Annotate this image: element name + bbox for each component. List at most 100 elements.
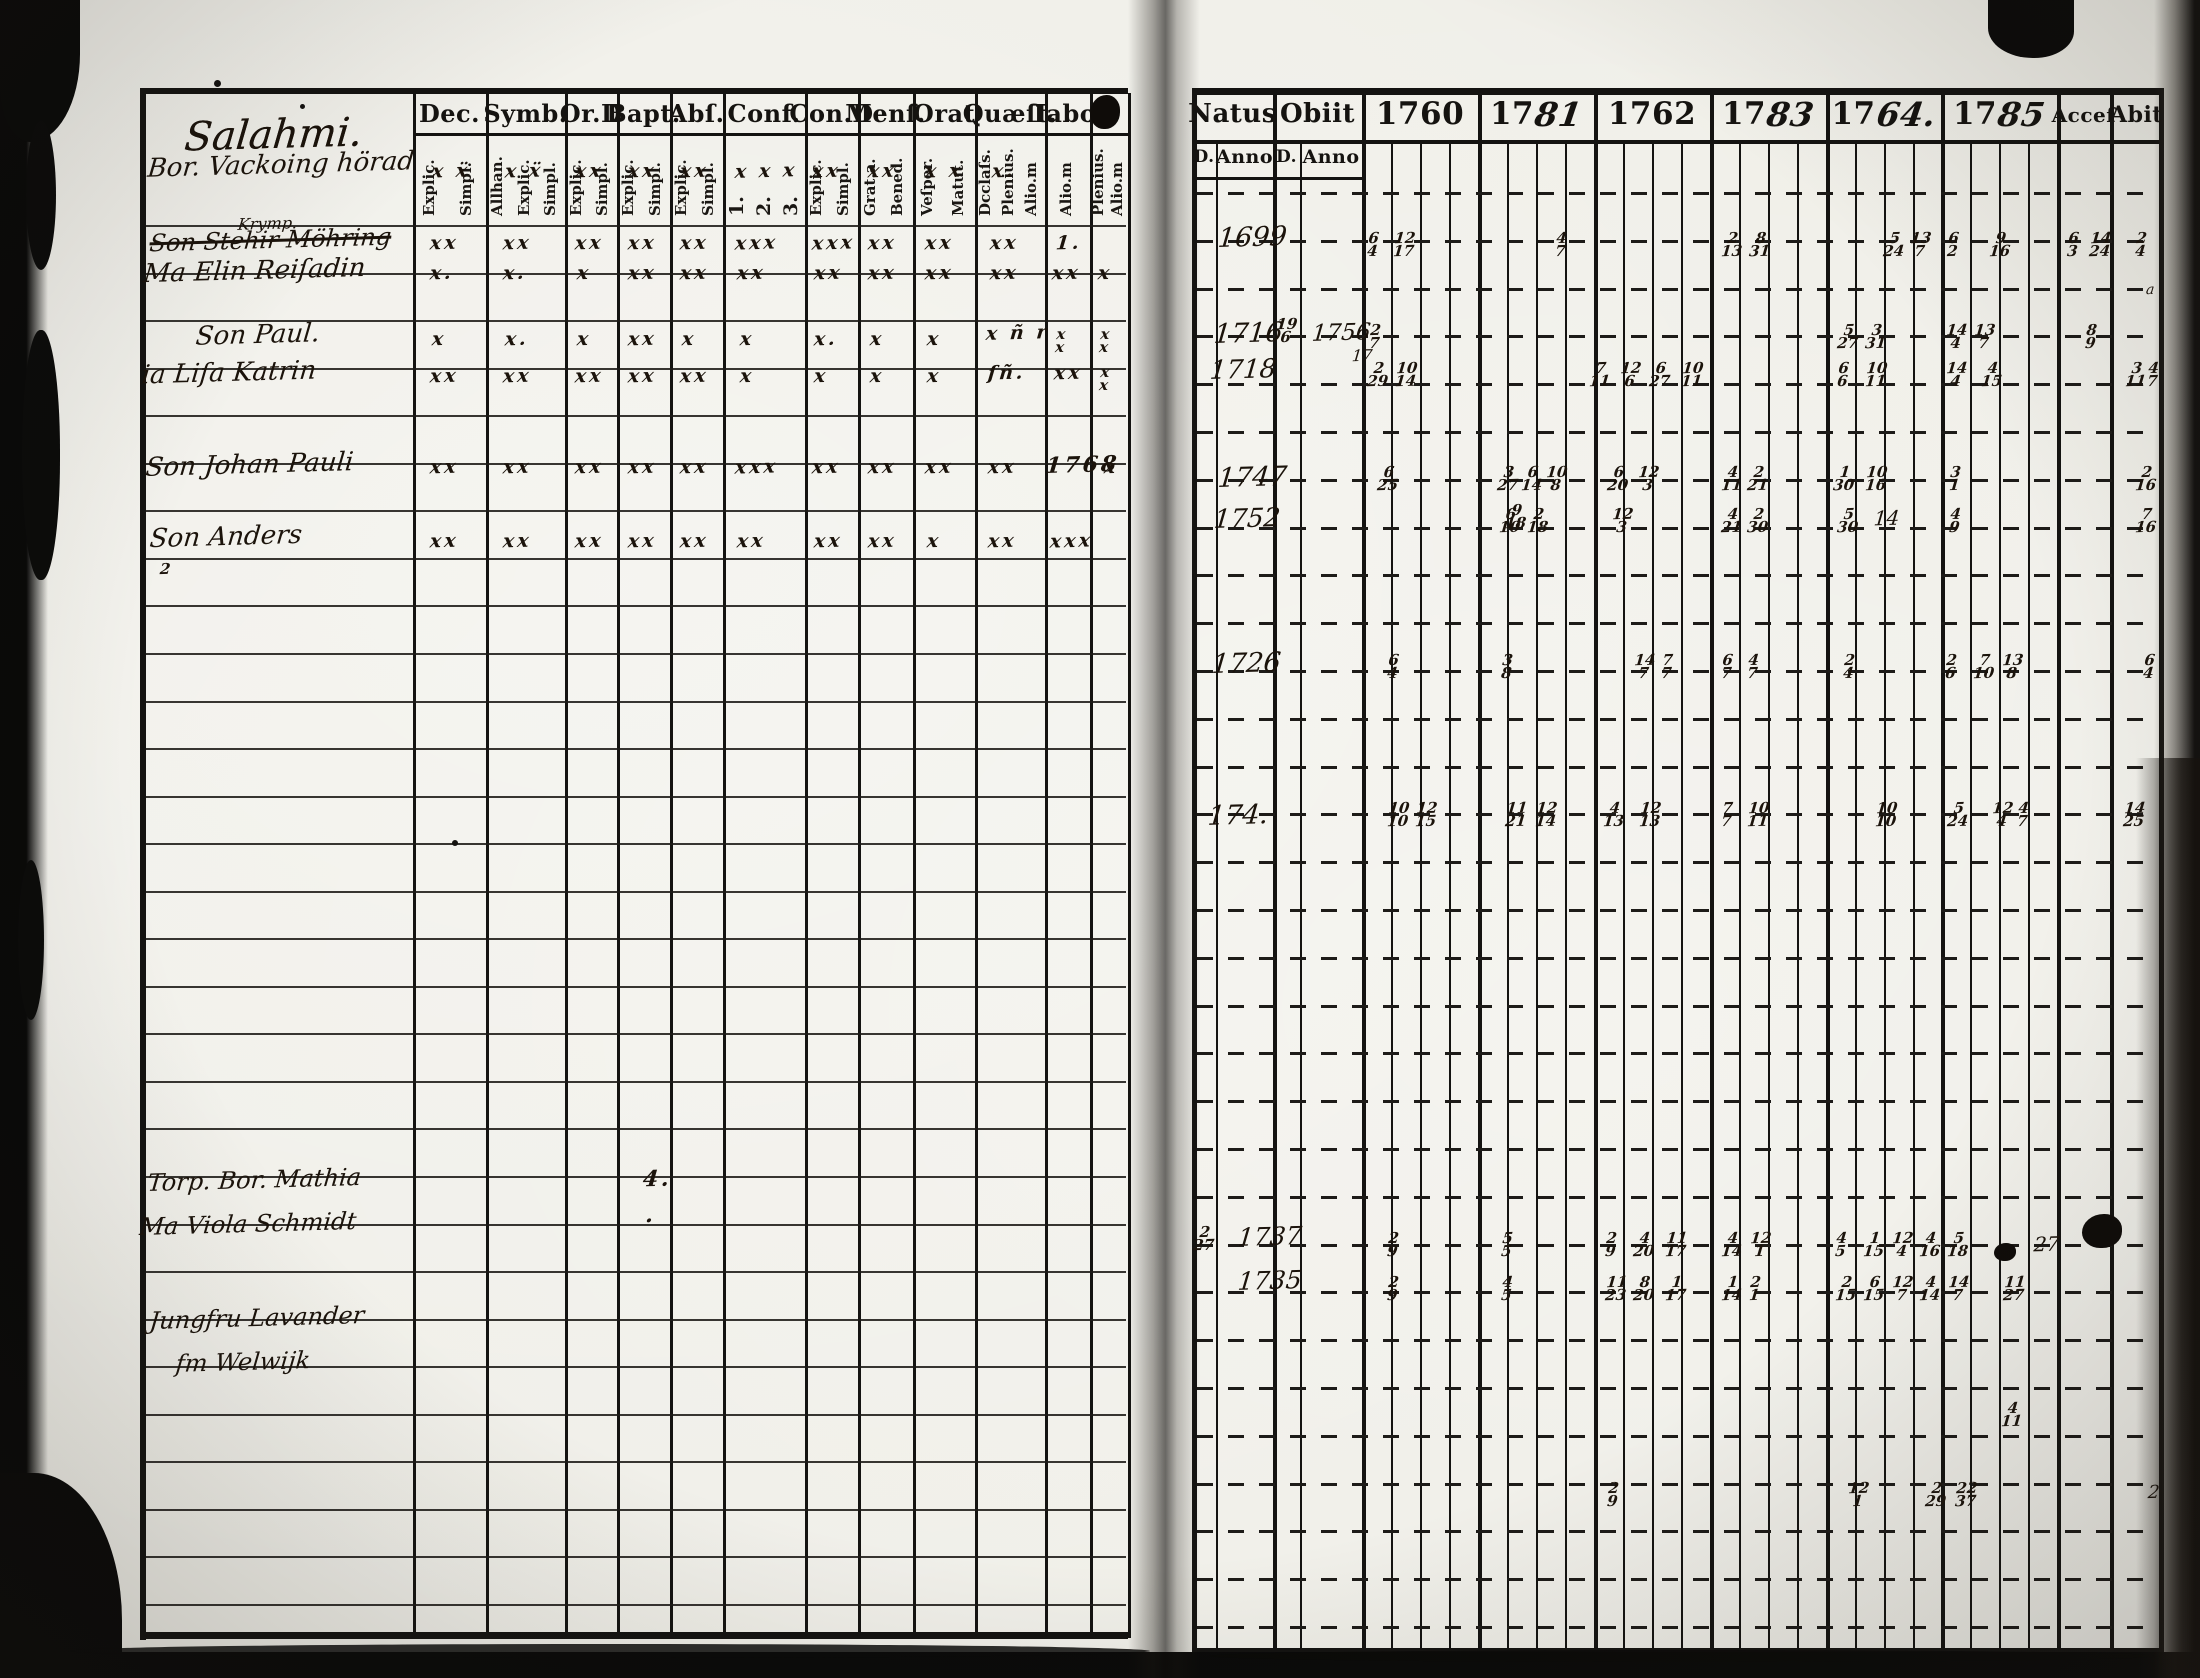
handwritten-entry: 2 21: [1746, 462, 1770, 495]
header-obiit-anno: Anno: [1302, 146, 1360, 168]
left-row-line: [146, 1128, 1126, 1131]
handwritten-entry: fm Welwijk: [174, 1346, 312, 1378]
handwritten-entry: 10 14: [1394, 358, 1419, 391]
right-subcolumn-line: [1884, 140, 1886, 1648]
attendance-mark: xx: [678, 261, 710, 285]
handwritten-entry: 27: [2032, 1231, 2061, 1257]
attendance-mark: xx: [678, 529, 710, 553]
left-subheader: Alio.m: [1056, 162, 1075, 216]
handwritten-entry: 2 18: [1526, 504, 1550, 537]
right-subcolumn-line: [1970, 140, 1972, 1648]
attendance-mark: xx: [626, 529, 658, 553]
attendance-mark: xx: [626, 159, 658, 183]
handwritten-entry: 12 3: [1611, 504, 1635, 537]
handwritten-entry: 1 17: [1664, 1272, 1688, 1305]
handwritten-entry: 4 14: [1720, 1228, 1744, 1261]
right-subcolumn-line: [1536, 140, 1538, 1648]
handwritten-entry: ia Liſa Katrin: [140, 355, 318, 391]
left-row-line: [146, 462, 1126, 465]
right-subcolumn-line: [1449, 140, 1451, 1648]
left-table-top-border: [140, 88, 1128, 94]
book-spine-shadow: [0, 0, 48, 1678]
left-row-line: [146, 700, 1126, 703]
left-row-line: [146, 1366, 1126, 1369]
attendance-mark: x: [738, 327, 756, 351]
right-subcolumn-line: [1623, 140, 1625, 1648]
attendance-mark: xx: [923, 455, 955, 479]
handwritten-entry: 10 10: [1386, 798, 1411, 831]
left-column-line: [486, 93, 489, 1638]
ink-blot: [1090, 95, 1120, 129]
left-row-line: [146, 985, 1126, 988]
attendance-mark: xx: [501, 529, 533, 553]
right-subcolumn-line: [1999, 140, 2001, 1648]
left-row-line: [146, 320, 1126, 323]
right-main-column-line: [1273, 88, 1277, 1655]
attendance-mark: xx: [988, 231, 1020, 255]
left-subheader: Alio.m: [1022, 162, 1041, 216]
right-subcolumn-line: [1855, 140, 1857, 1648]
handwritten-entry: 4 15: [1980, 358, 2004, 391]
spine-blob: [26, 120, 56, 270]
right-row-line: [1197, 813, 2158, 817]
book-gutter-shadow: [1128, 0, 1200, 1678]
handwritten-entry: 2 13: [1720, 228, 1744, 261]
left-header-underline: [413, 133, 1128, 136]
attendance-mark: xx: [678, 231, 710, 255]
attendance-mark: xx: [866, 261, 898, 285]
right-subcolumn-line: [2028, 140, 2030, 1648]
right-subcolumn-line: [1739, 140, 1741, 1648]
attendance-mark: xx: [573, 364, 605, 388]
right-main-column-line: [1478, 88, 1482, 1655]
right-main-column-line: [1594, 88, 1598, 1655]
spine-blob: [22, 330, 60, 580]
left-column-line: [1045, 93, 1048, 1638]
ink-blot: [2082, 1214, 2122, 1248]
handwritten-entry: 1 15: [1862, 1228, 1886, 1261]
handwritten-entry: 13 8: [2001, 650, 2025, 683]
handwritten-entry: Bor. Vackoing hörad: [146, 146, 416, 184]
left-column-line: [1090, 93, 1093, 1638]
attendance-mark: x: [680, 327, 698, 351]
left-row-line: [146, 890, 1126, 893]
left-column-header-ab: Abſ.: [668, 98, 725, 128]
left-row-line: [146, 1461, 1126, 1464]
right-row-line: [1197, 478, 2158, 482]
header-obiit: Obiit: [1279, 99, 1356, 129]
right-row-line: [1197, 861, 2158, 865]
attendance-mark: xx: [988, 261, 1020, 285]
handwritten-entry: 3 27: [1496, 462, 1520, 495]
left-row-line: [146, 843, 1126, 846]
handwritten-entry: 1716: [1212, 317, 1285, 350]
left-row-line: [146, 795, 1126, 798]
attendance-mark: xx: [428, 455, 460, 479]
left-column-line: [565, 93, 568, 1638]
right-subcolumn-line: [1768, 140, 1770, 1648]
right-row-line: [1197, 192, 2158, 195]
left-subheader: Simpl.: [540, 162, 559, 216]
handwritten-entry: 14: [1872, 505, 1901, 531]
handwritten-entry: 12 1: [1847, 1478, 1871, 1511]
attendance-mark: x: [738, 364, 756, 388]
left-row-line: [146, 1176, 1126, 1178]
handwritten-entry: 6 27: [1648, 358, 1672, 391]
right-row-line: [1197, 717, 2158, 721]
left-row-line: [146, 510, 1126, 513]
left-row-line: [146, 652, 1126, 655]
attendance-mark: x: [868, 327, 886, 351]
attendance-mark: x: [925, 327, 943, 351]
handwritten-entry: Son Paul.: [194, 318, 322, 352]
attendance-mark: 1.: [1054, 231, 1083, 255]
attendance-mark: xx: [1050, 261, 1082, 285]
header-abit: Abit: [2110, 102, 2163, 128]
right-row-line: [1197, 383, 2158, 387]
